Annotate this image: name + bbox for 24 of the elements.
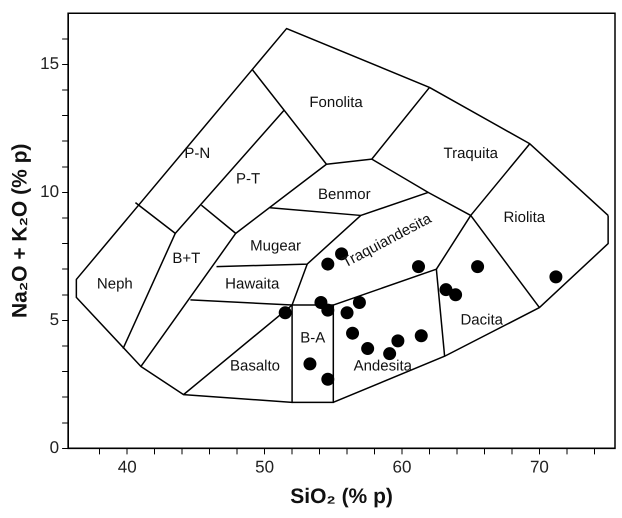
x-axis-title: SiO₂ (% p)	[290, 485, 393, 508]
y-tick-label: 5	[50, 310, 60, 330]
annotation: Neph	[96, 276, 133, 293]
annotation: P-N	[184, 145, 210, 162]
x-tick-label: 60	[392, 457, 412, 476]
y-axis-title: Na₂O + K₂O (% p)	[8, 144, 32, 318]
y-tick-label: 0	[50, 438, 60, 458]
y-tick-label: 10	[40, 182, 60, 202]
annotation: Benmor	[318, 186, 371, 204]
annotation: Hawaita	[225, 276, 280, 293]
annotation: Dacita	[460, 312, 504, 329]
annotation: Riolita	[503, 209, 546, 226]
annotation: Fonolita	[309, 94, 364, 111]
annotation: B+T	[172, 250, 200, 268]
y-tick-label: 15	[40, 54, 60, 74]
annotation: P-T	[236, 170, 260, 188]
annotation: B-A	[300, 329, 326, 346]
x-tick-label: 50	[255, 457, 274, 476]
x-tick-label: 70	[530, 457, 549, 476]
annotation: Traquita	[443, 145, 499, 162]
annotation: Mugear	[250, 237, 302, 254]
annotation: Andesita	[354, 358, 413, 375]
annotation: Basalto	[230, 358, 280, 375]
x-tick-label: 40	[118, 457, 137, 476]
